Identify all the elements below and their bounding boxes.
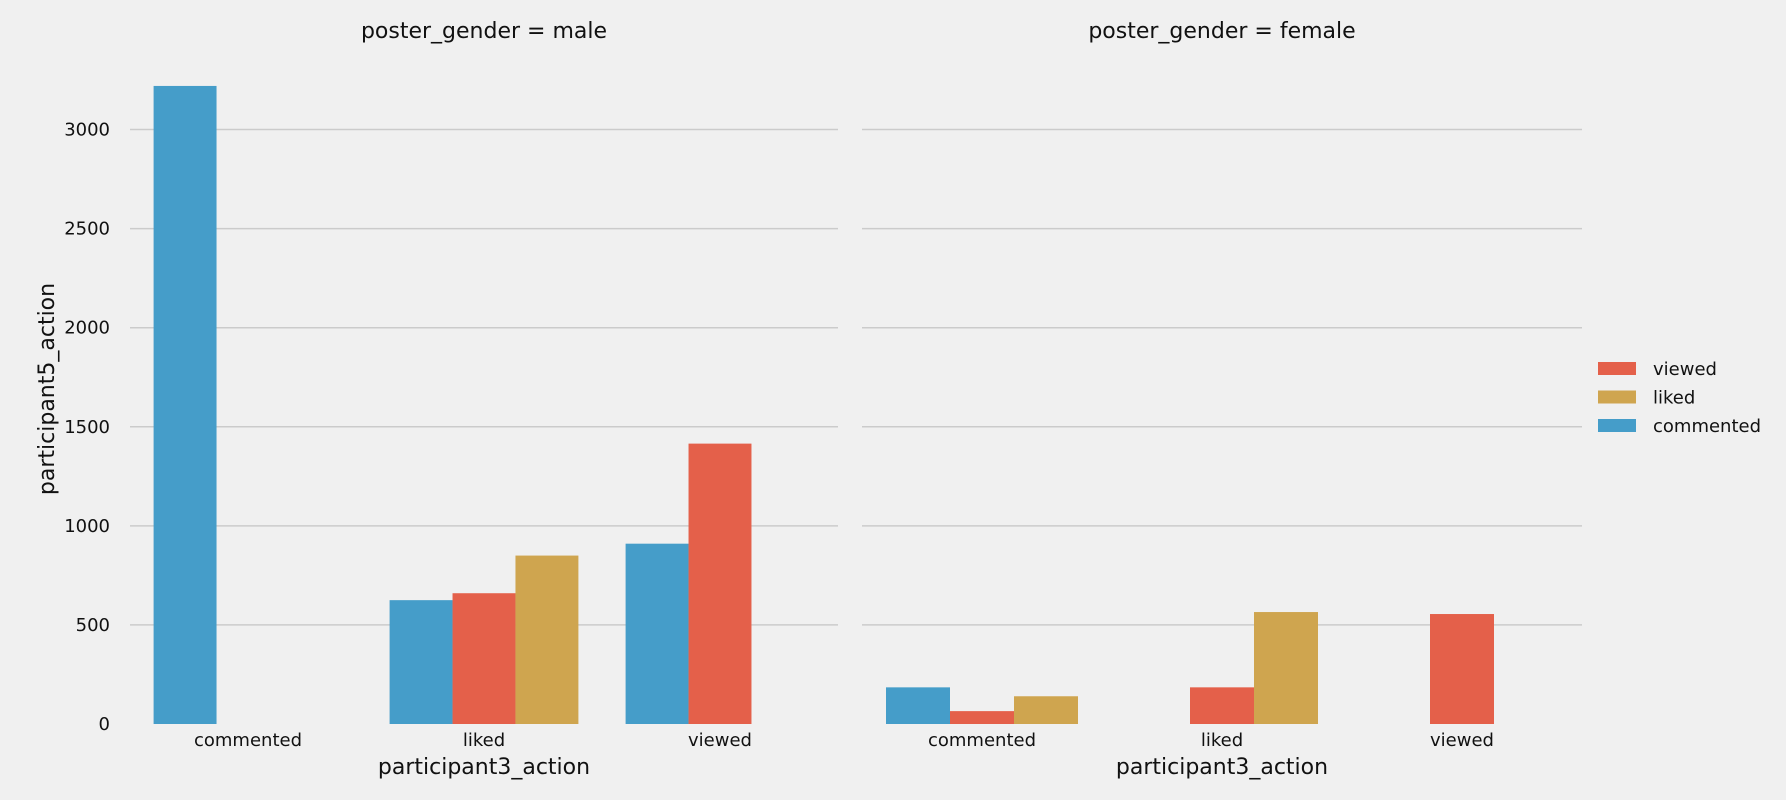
- legend-label-viewed: viewed: [1653, 359, 1717, 380]
- y-tick-label: 2500: [64, 219, 110, 240]
- y-tick-label: 1000: [64, 516, 110, 537]
- legend-label-commented: commented: [1653, 416, 1761, 437]
- legend-swatch-liked: [1598, 390, 1636, 404]
- bar-liked-liked: [1254, 612, 1318, 724]
- bar-viewed-liked: [1190, 687, 1254, 724]
- legend-swatch-viewed: [1598, 362, 1636, 375]
- legend-swatch-commented: [1598, 419, 1636, 432]
- bar-commented-commented: [153, 85, 217, 724]
- x-tick-label: viewed: [688, 730, 752, 751]
- bar-liked-liked: [515, 555, 579, 724]
- legend-label-liked: liked: [1653, 388, 1695, 409]
- panel-title: poster_gender = female: [1088, 19, 1355, 44]
- bar-commented-viewed: [625, 543, 689, 724]
- y-tick-label: 500: [76, 615, 110, 636]
- bar-commented-liked: [389, 600, 453, 724]
- bar-commented-commented: [886, 687, 950, 724]
- x-tick-label: commented: [194, 730, 302, 751]
- bar-viewed-commented: [950, 711, 1014, 724]
- y-axis-label: participant5_action: [35, 283, 60, 495]
- x-tick-label: liked: [1201, 730, 1243, 751]
- y-tick-label: 0: [99, 714, 110, 735]
- x-tick-label: viewed: [1430, 730, 1494, 751]
- x-tick-label: liked: [463, 730, 505, 751]
- x-axis-label: participant3_action: [1116, 755, 1328, 780]
- x-axis-label: participant3_action: [378, 755, 590, 780]
- y-tick-label: 1500: [64, 417, 110, 438]
- y-tick-label: 3000: [64, 120, 110, 141]
- x-tick-label: commented: [928, 730, 1036, 751]
- bar-viewed-viewed: [688, 443, 752, 724]
- bar-viewed-viewed: [1430, 614, 1494, 724]
- y-tick-label: 2000: [64, 318, 110, 339]
- panel-title: poster_gender = male: [361, 19, 607, 44]
- bar-liked-commented: [1014, 696, 1078, 724]
- bar-viewed-liked: [452, 593, 516, 724]
